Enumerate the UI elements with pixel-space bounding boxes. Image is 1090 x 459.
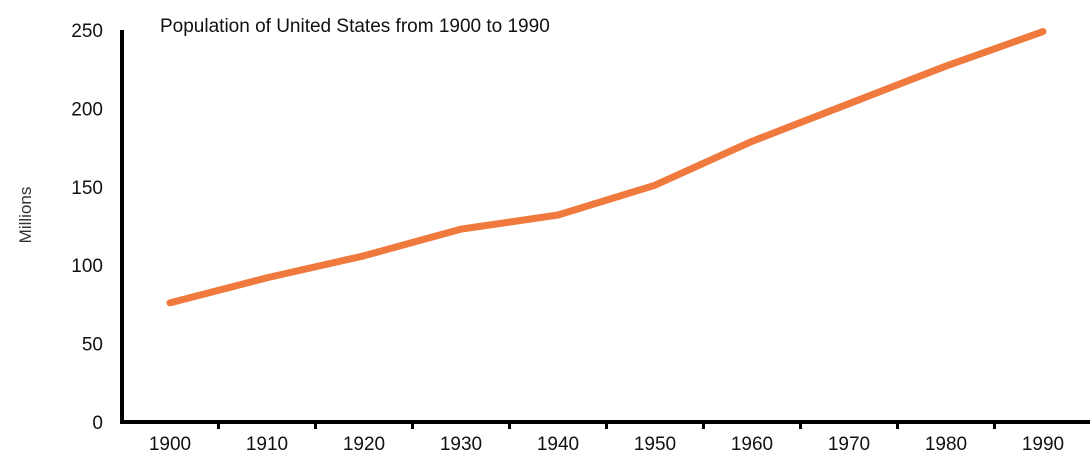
y-axis-ticks: 0 50 100 150 200 250 — [71, 21, 103, 434]
data-point — [943, 63, 949, 70]
chart-title: Population of United States from 1900 to… — [160, 16, 550, 37]
x-tick-label: 1940 — [537, 434, 579, 455]
x-tick-label: 1910 — [246, 434, 288, 455]
data-point — [1040, 28, 1046, 35]
x-tick-label: 1950 — [634, 434, 676, 455]
population-series-line — [166, 28, 1047, 307]
x-tick-label: 1970 — [828, 434, 870, 455]
data-point — [846, 100, 852, 107]
data-point — [167, 299, 173, 306]
data-point — [555, 212, 561, 219]
y-tick-label: 150 — [71, 178, 103, 199]
y-axis-label: Millions — [16, 187, 35, 244]
y-tick-label: 50 — [82, 335, 103, 356]
data-point — [264, 274, 270, 281]
data-point — [361, 252, 367, 259]
x-tick-label: 1960 — [731, 434, 773, 455]
x-tick-label: 1990 — [1022, 434, 1064, 455]
data-points — [167, 28, 1046, 306]
y-tick-label: 0 — [92, 413, 103, 434]
x-axis-ticks: 1900 1910 1920 1930 1940 1950 1960 1970 1980 1990 — [149, 422, 1064, 455]
y-tick-label: 250 — [71, 21, 103, 42]
x-tick-label: 1900 — [149, 434, 191, 455]
data-point — [749, 138, 755, 145]
y-tick-label: 100 — [71, 256, 103, 277]
x-tick-label: 1930 — [440, 434, 482, 455]
x-tick-label: 1980 — [925, 434, 967, 455]
y-tick-label: 200 — [71, 99, 103, 120]
data-point — [458, 226, 464, 233]
data-point — [652, 182, 658, 189]
x-tick-label: 1920 — [343, 434, 385, 455]
